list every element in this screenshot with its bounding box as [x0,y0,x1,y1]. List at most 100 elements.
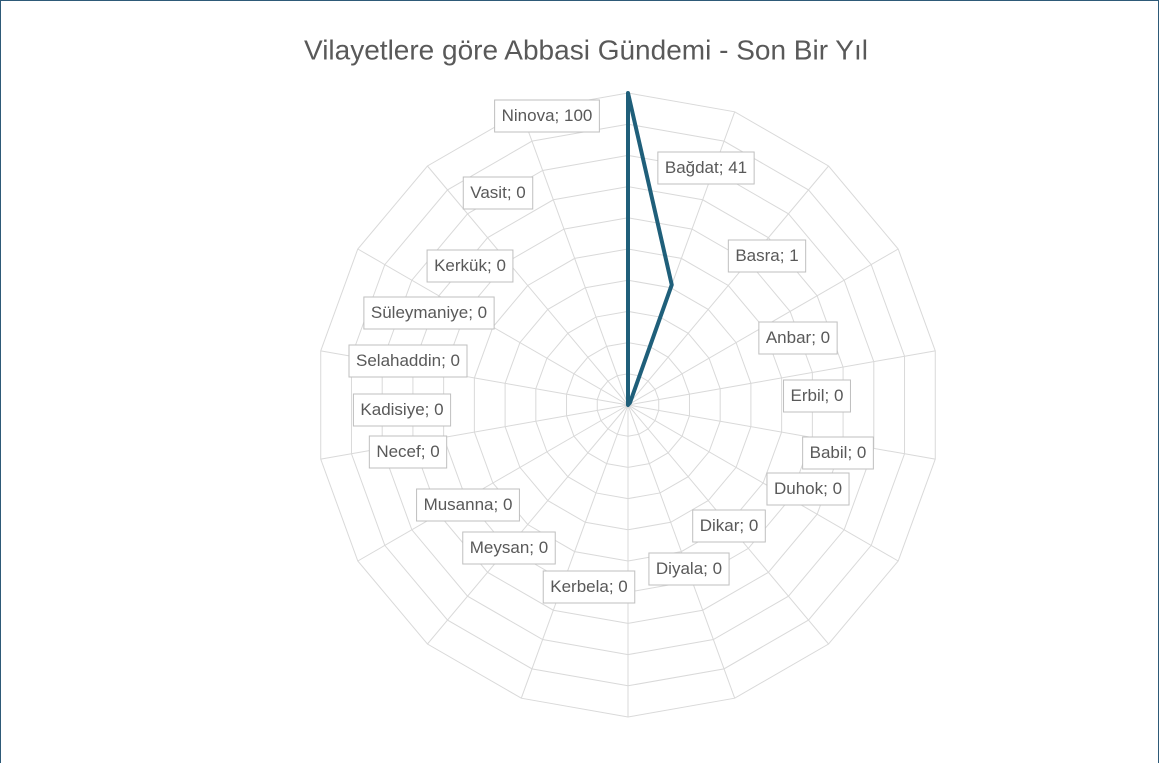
data-label-box [783,379,851,413]
label-category: Duhok [774,479,824,498]
data-label-box [727,239,807,273]
data-label-box [648,552,730,586]
label-separator: ; [468,303,477,322]
data-label-text: Babil; 0 [810,443,867,462]
label-separator: ; [609,577,618,596]
label-category: Diyala [656,559,704,578]
data-label-text: Meysan; 0 [470,538,548,557]
data-label-box [766,472,850,506]
data-label: Erbil; 0 [783,379,851,413]
data-label: Musanna; 0 [416,488,520,522]
label-category: Selahaddin [356,351,441,370]
label-value: 100 [564,106,592,125]
label-value: 0 [618,577,627,596]
label-category: Kerkük [434,256,487,275]
data-label-text: Kadisiye; 0 [360,400,443,419]
spoke [357,404,629,562]
label-category: Süleymaniye [371,303,468,322]
data-label-box [368,435,448,469]
spoke [427,165,629,406]
data-label: Meysan; 0 [462,531,556,565]
data-label-box [758,321,838,355]
data-label: Necef; 0 [368,435,448,469]
spoke [520,404,629,699]
spoke [627,350,936,406]
label-category: Ninova [502,106,555,125]
data-label-text: Vasit; 0 [470,183,525,202]
data-label-box [462,176,534,210]
series-line [626,91,674,407]
data-label-text: Ninova; 100 [502,106,593,125]
label-separator: ; [421,442,430,461]
label-category: Vasit [470,183,507,202]
data-label-text: Erbil; 0 [791,386,844,405]
label-value: 0 [749,516,758,535]
spoke [627,404,936,460]
data-label-text: Musanna; 0 [424,495,513,514]
data-label-text: Diyala; 0 [656,559,722,578]
label-separator: ; [780,246,789,265]
data-label-box [657,151,755,185]
label-separator: ; [719,158,728,177]
data-label-box [542,570,636,604]
label-category: Meysan [470,538,530,557]
spoke [520,111,629,406]
label-separator: ; [847,443,856,462]
label-separator: ; [825,386,834,405]
data-label-text: Süleymaniye; 0 [371,303,487,322]
label-category: Necef [376,442,421,461]
data-label: Babil; 0 [802,436,874,470]
label-separator: ; [529,538,538,557]
data-label: Süleymaniye; 0 [363,296,495,330]
label-category: Anbar [766,328,812,347]
label-separator: ; [425,400,434,419]
label-separator: ; [811,328,820,347]
data-label-text: Dikar; 0 [700,516,759,535]
data-label-text: Necef; 0 [376,442,439,461]
label-category: Babil [810,443,848,462]
label-separator: ; [739,516,748,535]
label-value: 0 [821,328,830,347]
data-label: Selahaddin; 0 [348,344,468,378]
label-value: 0 [478,303,487,322]
data-label: Basra; 1 [727,239,807,273]
label-value: 0 [516,183,525,202]
data-label: Dikar; 0 [692,509,766,543]
label-category: Erbil [791,386,825,405]
label-value: 0 [713,559,722,578]
spoke [427,404,629,645]
label-value: 0 [496,256,505,275]
label-value: 0 [834,386,843,405]
label-value: 0 [434,400,443,419]
label-value: 41 [728,158,747,177]
label-separator: ; [823,479,832,498]
label-separator: ; [555,106,564,125]
label-separator: ; [487,256,496,275]
data-label: Ninova; 100 [494,99,600,133]
data-label-box [416,488,520,522]
label-category: Musanna [424,495,494,514]
data-label: Bağdat; 41 [657,151,755,185]
data-label-box [494,99,600,133]
data-label: Kadisiye; 0 [352,393,452,427]
label-separator: ; [507,183,516,202]
data-label-box [348,344,468,378]
label-category: Bağdat [665,158,719,177]
data-label-text: Kerkük; 0 [434,256,506,275]
data-label-box [462,531,556,565]
data-label: Kerkük; 0 [426,249,514,283]
data-label: Duhok; 0 [766,472,850,506]
data-label-box [802,436,874,470]
label-separator: ; [703,559,712,578]
data-label-box [426,249,514,283]
data-label-box [363,296,495,330]
data-label: Kerbela; 0 [542,570,636,604]
spoke [627,165,829,406]
data-label-text: Bağdat; 41 [665,158,747,177]
data-label-text: Duhok; 0 [774,479,842,498]
label-value: 0 [539,538,548,557]
chart-title: Vilayetlere göre Abbasi Gündemi - Son Bi… [304,34,868,65]
label-value: 0 [430,442,439,461]
label-category: Basra [735,246,780,265]
